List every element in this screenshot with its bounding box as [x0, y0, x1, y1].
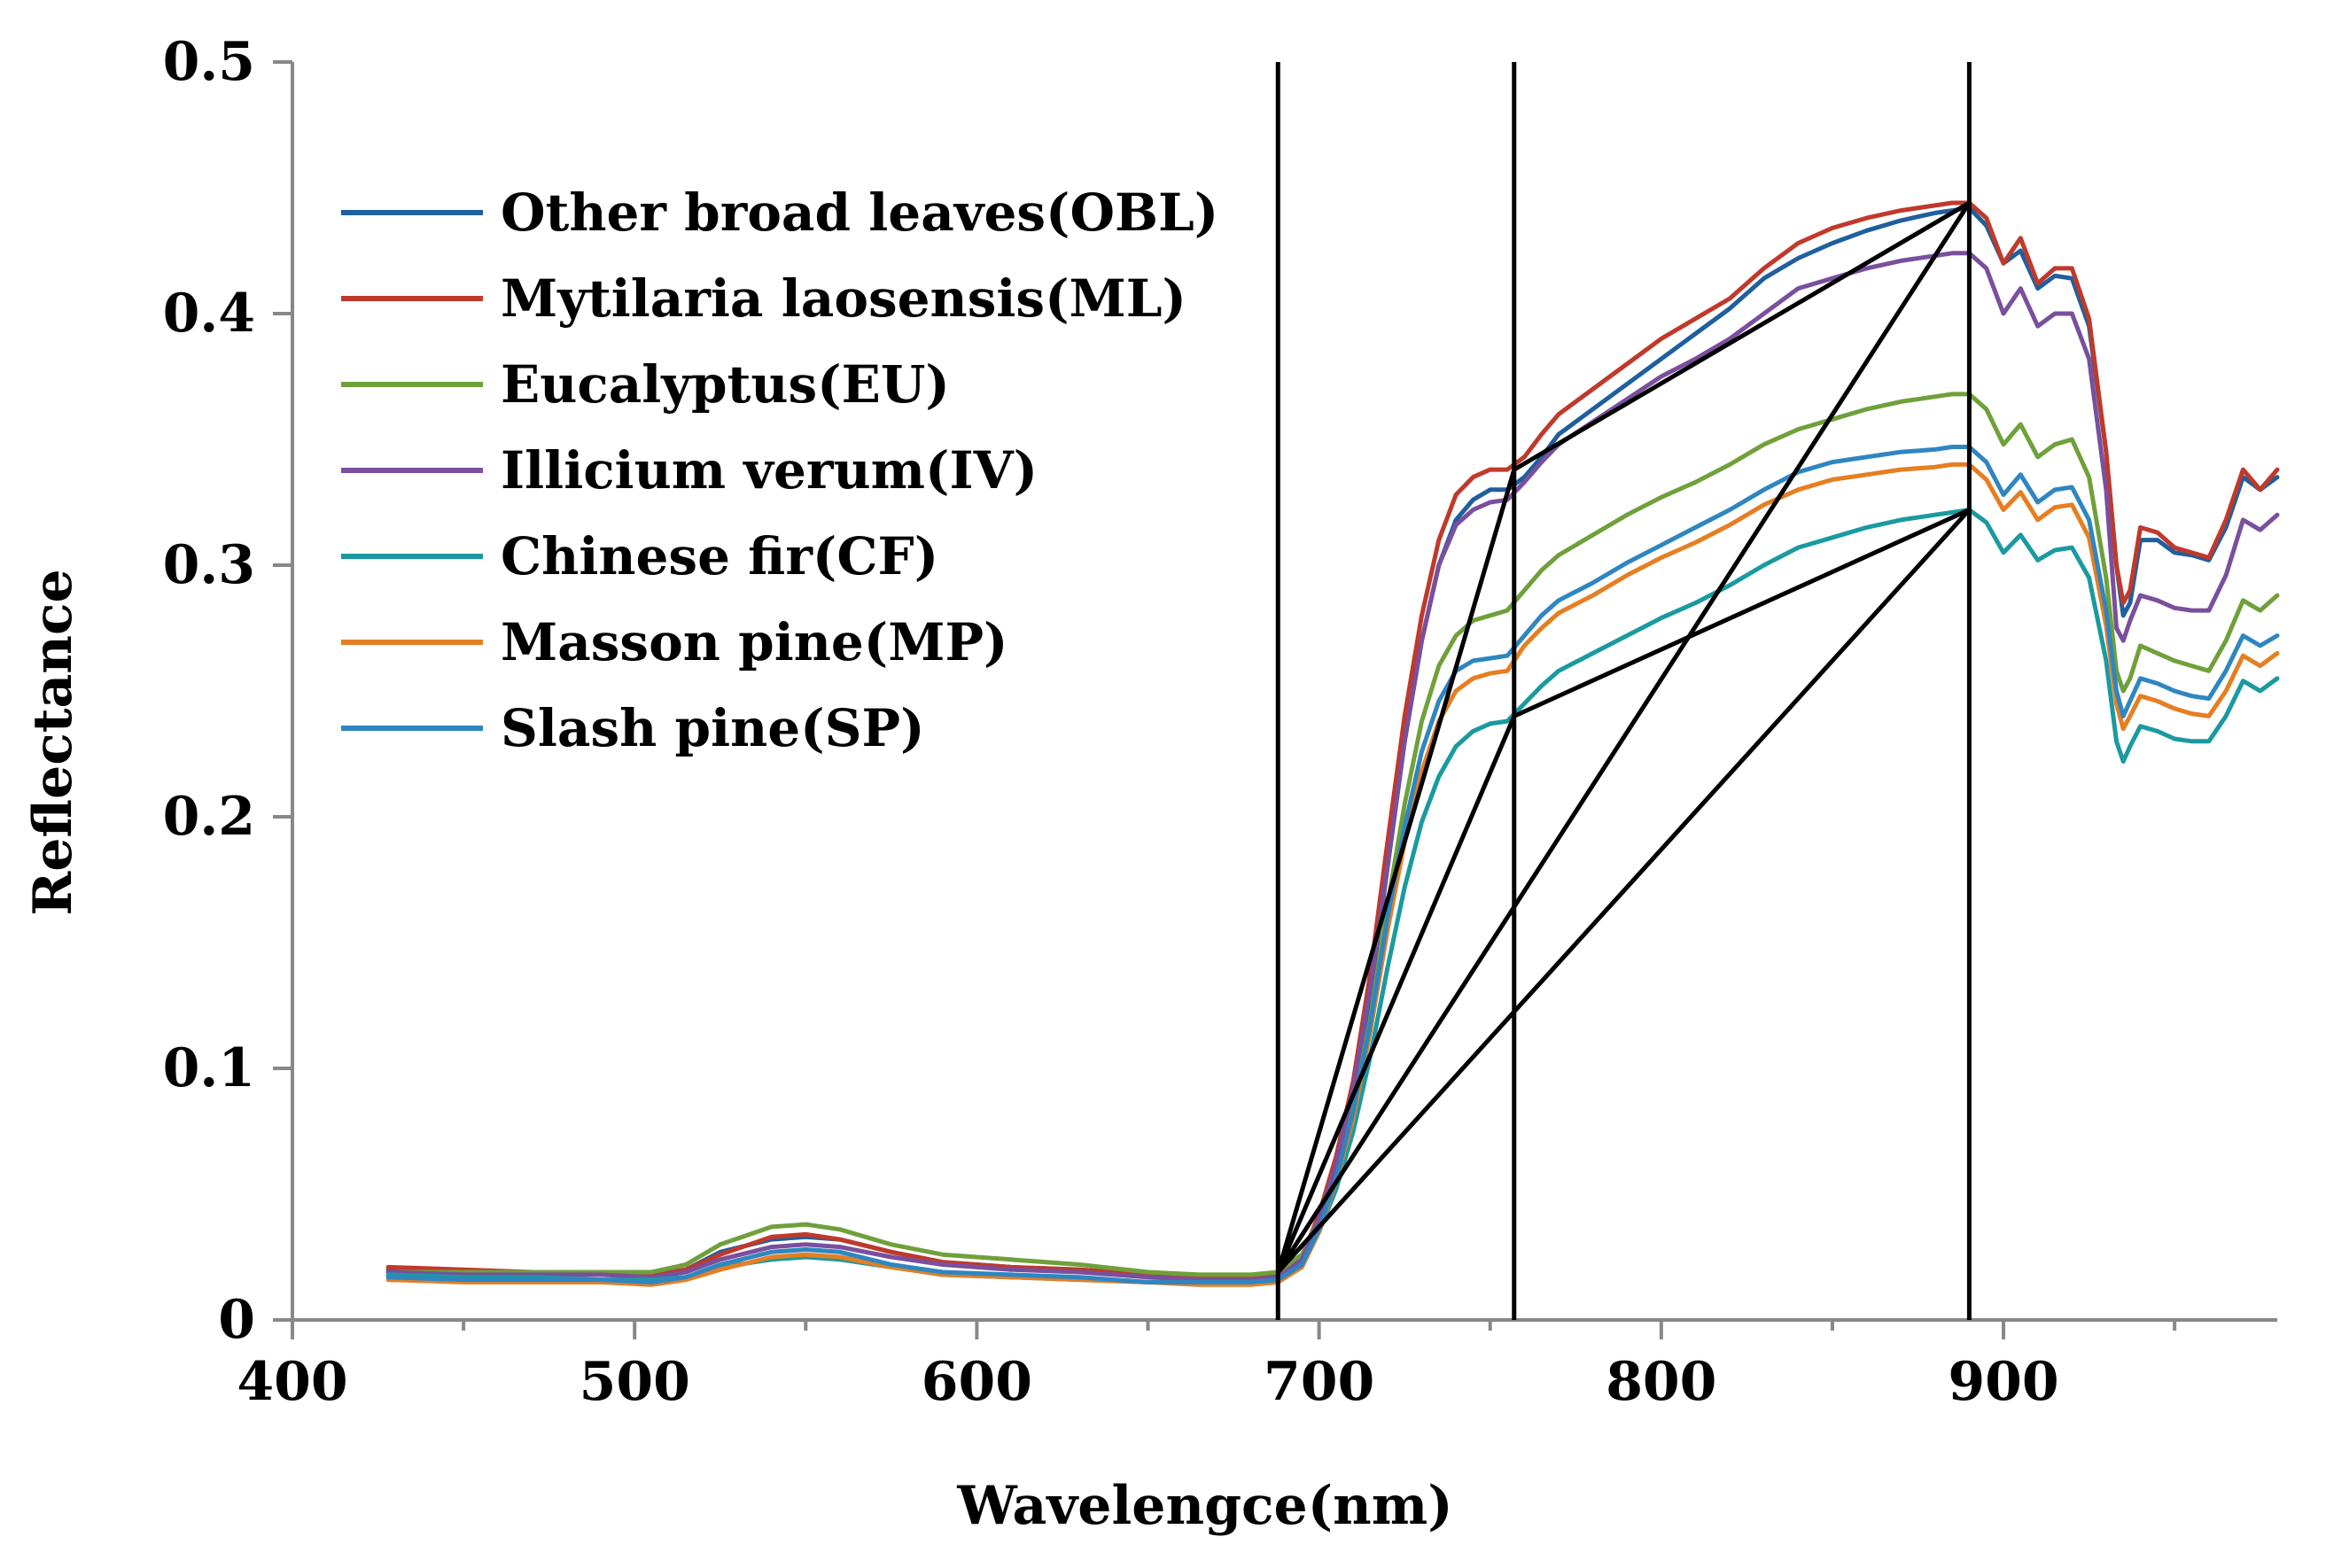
y-tick-label: 0.2 — [163, 786, 255, 848]
legend-label: Masson pine(MP) — [501, 612, 1008, 672]
series-line-6 — [385, 445, 2280, 1285]
legend: Other broad leaves(OBL) Mytilaria laosens… — [341, 182, 1218, 758]
legend-label: Slash pine(SP) — [501, 698, 925, 758]
legend-label: Chinese fir(CF) — [501, 526, 938, 586]
y-tick-label: 0.1 — [163, 1037, 255, 1099]
x-tick-label: 900 — [1948, 1351, 2058, 1413]
x-tick-label: 600 — [922, 1351, 1032, 1413]
legend-label: Other broad leaves(OBL) — [501, 182, 1218, 243]
series-line-1 — [385, 200, 2280, 1280]
x-tick-label: 400 — [237, 1351, 347, 1413]
legend-label: Mytilaria laosensis(ML) — [501, 268, 1186, 329]
x-axis-title: Wavelengce(nm) — [956, 1475, 1452, 1537]
series-line-2 — [385, 392, 2280, 1277]
y-tick-label: 0.4 — [163, 283, 255, 345]
annotation-lines — [1275, 62, 1972, 1320]
legend-label: Eucalyptus(EU) — [501, 354, 950, 415]
series-lines — [385, 200, 2280, 1287]
triangle-line-2 — [1275, 508, 1971, 1273]
triangle-line-0 — [1275, 200, 1971, 1273]
y-tick-label: 0.5 — [163, 31, 255, 93]
axes: 400 500 600 700 800 900 0 0.1 0.2 0.3 0.4 0.5 — [163, 31, 2277, 1413]
y-axis-title: Reflectance — [22, 569, 84, 915]
x-tick-label: 700 — [1264, 1351, 1374, 1413]
y-tick-label: 0 — [218, 1289, 255, 1351]
x-tick-label: 500 — [580, 1351, 690, 1413]
triangle-line-3 — [1276, 508, 1972, 1274]
triangle-line-1 — [1276, 201, 1972, 1274]
series-line-5 — [385, 462, 2280, 1287]
legend-label: Illicium verum(IV) — [501, 440, 1038, 501]
y-tick-label: 0.3 — [163, 534, 255, 596]
x-tick-label: 800 — [1606, 1351, 1716, 1413]
